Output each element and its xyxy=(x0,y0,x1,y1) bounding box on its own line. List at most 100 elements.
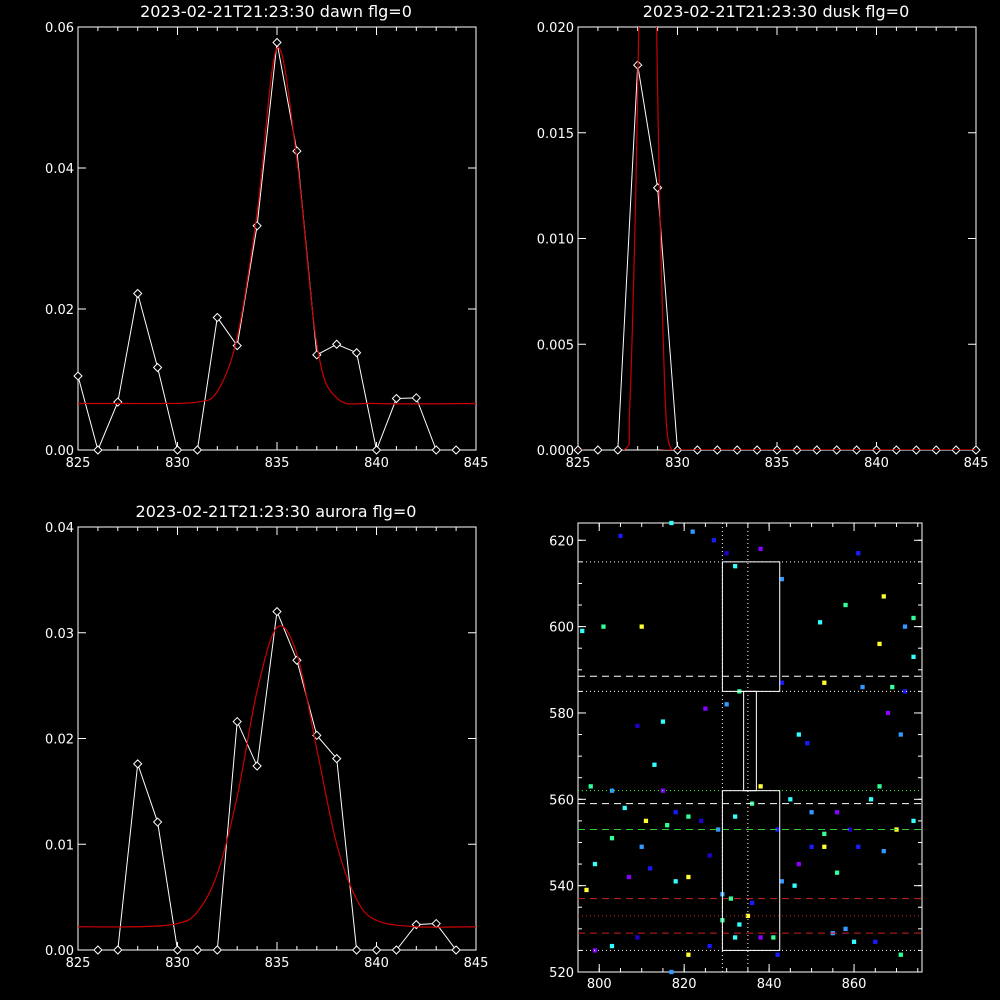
dawn-panel: 2023-02-21T21:23:30 dawn flg=0 825 830 835… xyxy=(45,2,488,471)
dawn-data-point xyxy=(212,312,223,323)
image-pixel xyxy=(881,848,886,854)
aurora-data-point xyxy=(172,945,183,955)
image-pixel xyxy=(856,551,861,556)
image-pixel xyxy=(911,615,916,621)
image-pixel xyxy=(592,861,598,867)
image-y-tick-label: 540 xyxy=(549,880,574,895)
dusk-y-tick-label: 0.020 xyxy=(537,21,574,36)
dusk-x-tick-label: 845 xyxy=(964,456,989,471)
aurora-y-tick-label: 0.01 xyxy=(45,838,74,853)
aurora-data-point xyxy=(113,945,123,955)
image-pixel xyxy=(733,935,738,940)
image-region-box xyxy=(721,561,781,692)
image-pixel xyxy=(724,702,729,707)
aurora-x-tick-label: 845 xyxy=(464,956,489,971)
dusk-data-point xyxy=(613,445,623,455)
image-pixel xyxy=(703,706,708,711)
image-pixel xyxy=(643,818,649,824)
image-pixel xyxy=(609,836,615,841)
image-pixel xyxy=(902,624,908,629)
aurora-plot-frame xyxy=(77,526,477,951)
aurora-x-tick-label: 835 xyxy=(265,956,290,971)
dusk-x-tick-label: 825 xyxy=(566,456,591,471)
aurora-panel: 2023-02-21T21:23:30 aurora flg=0 825 830 8… xyxy=(45,502,488,971)
dawn-data-point xyxy=(411,393,422,403)
image-pixel xyxy=(639,624,644,629)
dawn-data-point xyxy=(252,221,262,231)
image-pixel xyxy=(707,853,712,858)
aurora-data-point xyxy=(93,945,103,955)
image-pixel xyxy=(724,551,729,556)
image-pixel xyxy=(733,564,738,569)
aurora-data-point xyxy=(212,945,223,955)
image-pixel xyxy=(580,628,585,634)
dawn-data-point xyxy=(152,362,163,373)
image-pixel xyxy=(686,814,691,819)
aurora-y-tick-label: 0.02 xyxy=(45,733,74,748)
dawn-x-tick-label: 835 xyxy=(265,456,290,471)
aurora-data-point xyxy=(272,606,282,617)
image-pixel xyxy=(885,710,891,716)
dawn-data-point xyxy=(292,146,302,156)
image-pixel xyxy=(716,827,721,832)
image-pixel xyxy=(809,810,814,815)
image-y-tick-label: 580 xyxy=(549,707,574,722)
image-pixel xyxy=(686,952,691,957)
image-region-box xyxy=(743,690,757,792)
image-pixel xyxy=(822,831,827,837)
dusk-x-tick-label: 840 xyxy=(864,456,889,471)
image-pixel xyxy=(877,784,882,789)
dusk-y-tick-label: 0.005 xyxy=(537,338,574,353)
image-pixel xyxy=(669,520,674,526)
image-pixel xyxy=(822,844,827,849)
image-x-tick-label: 840 xyxy=(757,977,782,992)
aurora-title: 2023-02-21T21:23:30 aurora flg=0 xyxy=(136,502,417,521)
image-pixel xyxy=(733,814,738,819)
image-pixel xyxy=(856,844,861,849)
image-pixel xyxy=(584,887,589,893)
image-pixel xyxy=(851,939,857,944)
dawn-data-point xyxy=(73,371,83,381)
image-pixel xyxy=(873,939,878,944)
aurora-data-series xyxy=(97,609,457,950)
image-pixel xyxy=(750,900,755,906)
image-pixel xyxy=(728,896,734,901)
image-plot-frame xyxy=(577,522,923,973)
dawn-title: 2023-02-21T21:23:30 dawn flg=0 xyxy=(140,2,412,21)
image-pixel xyxy=(805,741,810,746)
aurora-data-point xyxy=(451,945,461,955)
image-pixel xyxy=(652,762,657,767)
dawn-data-point xyxy=(371,445,382,455)
image-pixel xyxy=(673,810,678,815)
aurora-y-tick-label: 0.04 xyxy=(45,521,74,536)
dawn-data-point xyxy=(192,445,203,455)
image-pixel xyxy=(669,969,674,975)
image-pixel xyxy=(635,935,640,940)
dusk-y-tick-label: 0.010 xyxy=(537,233,574,248)
dawn-y-tick-label: 0.06 xyxy=(45,21,74,36)
image-pixel xyxy=(711,538,717,543)
aurora-y-tick-label: 0.00 xyxy=(45,944,74,959)
image-pixel xyxy=(796,861,801,867)
image-pixel xyxy=(868,797,874,802)
image-pixel xyxy=(622,805,627,811)
image-x-tick-label: 860 xyxy=(842,977,867,992)
image-pixel xyxy=(690,529,695,534)
image-pixel xyxy=(877,641,882,647)
aurora-data-point xyxy=(431,918,441,929)
dawn-data-point xyxy=(93,445,103,455)
image-pixel xyxy=(911,818,916,824)
aurora-data-point xyxy=(351,945,362,955)
image-pixel xyxy=(758,546,763,552)
dawn-x-tick-label: 840 xyxy=(364,456,389,471)
image-pixel xyxy=(809,844,814,849)
image-pixel xyxy=(779,576,784,582)
aurora-data-point xyxy=(132,759,143,769)
aurora-x-tick-label: 830 xyxy=(165,956,190,971)
dawn-data-point xyxy=(172,445,183,455)
aurora-data-point xyxy=(391,945,402,955)
image-pixel xyxy=(881,594,886,599)
aurora-data-point xyxy=(331,753,342,764)
aurora-x-tick-label: 840 xyxy=(364,956,389,971)
